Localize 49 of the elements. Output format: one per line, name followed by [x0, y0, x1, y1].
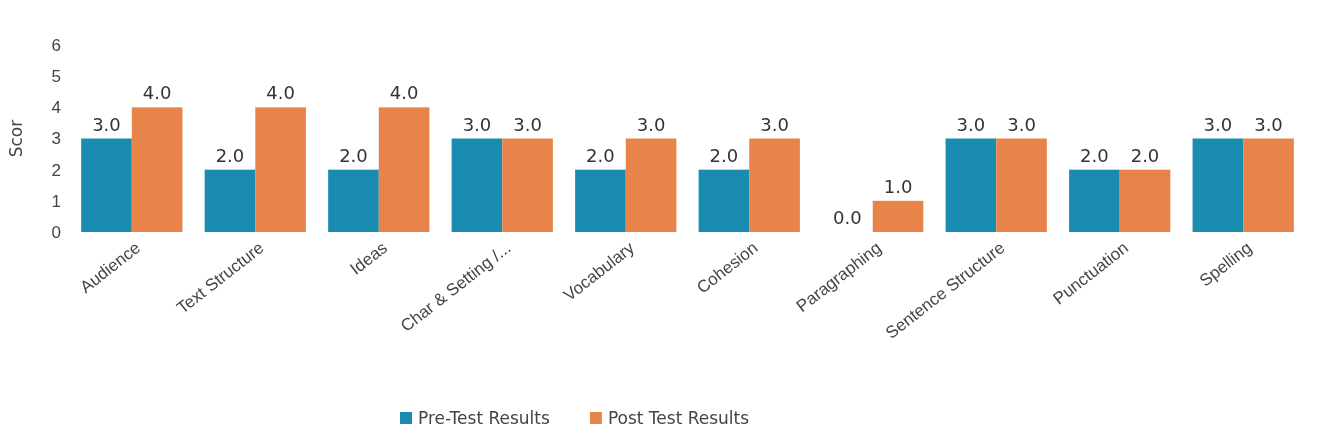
bar [1069, 169, 1120, 232]
data-label: 0.0 [833, 207, 862, 228]
data-label: 2.0 [586, 144, 615, 166]
data-label: 4.0 [266, 82, 295, 104]
bar [378, 107, 430, 232]
data-label: 4.0 [142, 82, 172, 104]
bar [575, 169, 626, 232]
bar [749, 138, 800, 232]
y-tick-label: 5 [51, 67, 61, 87]
data-label: 3.0 [636, 113, 666, 135]
data-label: 3.0 [1254, 113, 1283, 135]
bar [81, 138, 132, 232]
bar [1192, 138, 1244, 232]
data-label: 2.0 [709, 144, 739, 166]
bar [502, 138, 553, 232]
bar [625, 138, 677, 232]
y-tick-label: 0 [51, 222, 61, 242]
data-label: 3.0 [513, 113, 542, 135]
data-label: 3.0 [1007, 113, 1036, 135]
data-label: 3.0 [92, 113, 121, 135]
bar [945, 138, 997, 232]
y-tick-label: 1 [51, 191, 61, 211]
data-label: 2.0 [1130, 144, 1160, 166]
data-label: 3.0 [760, 113, 789, 135]
legend-label: Pre-Test Results [418, 408, 551, 428]
legend-label: Post Test Results [607, 408, 750, 428]
data-label: 2.0 [215, 144, 245, 166]
data-label: 1.0 [883, 175, 913, 197]
y-tick-label: 2 [51, 160, 61, 180]
y-tick-label: 6 [51, 35, 61, 55]
bar [451, 138, 503, 232]
data-label: 3.0 [462, 113, 492, 135]
data-label: 3.0 [956, 113, 986, 135]
data-label: 2.0 [1080, 144, 1109, 166]
data-label: 3.0 [1203, 113, 1233, 135]
bar [1243, 138, 1294, 232]
bar [255, 107, 306, 232]
y-tick-label: 3 [51, 129, 61, 149]
y-tick-label: 4 [51, 98, 61, 118]
bar [328, 169, 379, 232]
y-axis-title: Scor [6, 119, 26, 158]
bar [996, 138, 1047, 232]
data-label: 2.0 [339, 144, 368, 166]
bar [698, 169, 750, 232]
bar [131, 107, 183, 232]
bar [204, 169, 256, 232]
data-label: 4.0 [389, 82, 419, 104]
bar [1119, 169, 1171, 232]
bar [872, 200, 924, 232]
